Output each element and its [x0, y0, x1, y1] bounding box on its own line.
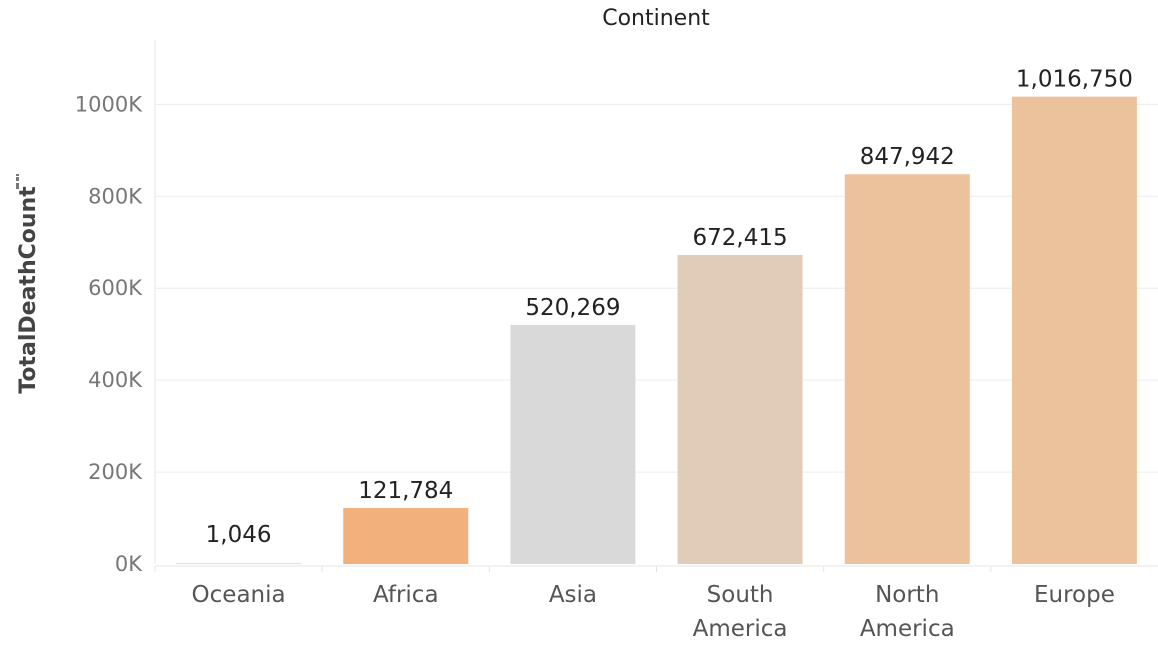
data-label: 121,784	[358, 478, 453, 504]
y-tick-label: 1000K	[75, 92, 143, 116]
x-tick-label[interactable]: Asia	[549, 582, 597, 608]
column-header: Continent	[602, 6, 710, 31]
bar-africa[interactable]	[343, 508, 469, 564]
x-tick-label[interactable]: Oceania	[192, 582, 286, 608]
y-tick-label: 0K	[115, 552, 143, 576]
data-label: 672,415	[693, 225, 788, 251]
y-tick-label: 800K	[88, 184, 143, 208]
y-tick-label: 600K	[88, 276, 143, 300]
x-tick-label[interactable]: South America	[693, 582, 788, 642]
x-tick-label[interactable]: Europe	[1034, 582, 1115, 608]
y-tick-label: 200K	[88, 460, 143, 484]
bar-north-america[interactable]	[844, 174, 970, 564]
data-label: 847,942	[860, 144, 955, 170]
bar-south-america[interactable]	[677, 254, 803, 564]
y-tick-label: 400K	[88, 368, 143, 392]
y-axis-label[interactable]: TotalDeathCount	[16, 186, 41, 394]
x-tick-label[interactable]: North America	[860, 582, 955, 642]
data-label: 520,269	[525, 295, 620, 321]
x-tick-label[interactable]: Africa	[373, 582, 439, 608]
data-label: 1,046	[206, 522, 272, 548]
y-axis-label-group: TotalDeathCount	[16, 174, 41, 394]
bar-europe[interactable]	[1011, 96, 1137, 564]
data-label: 1,016,750	[1016, 67, 1133, 93]
bar-asia[interactable]	[510, 324, 636, 564]
bar-oceania[interactable]	[176, 563, 302, 565]
sort-icon[interactable]	[16, 174, 19, 189]
